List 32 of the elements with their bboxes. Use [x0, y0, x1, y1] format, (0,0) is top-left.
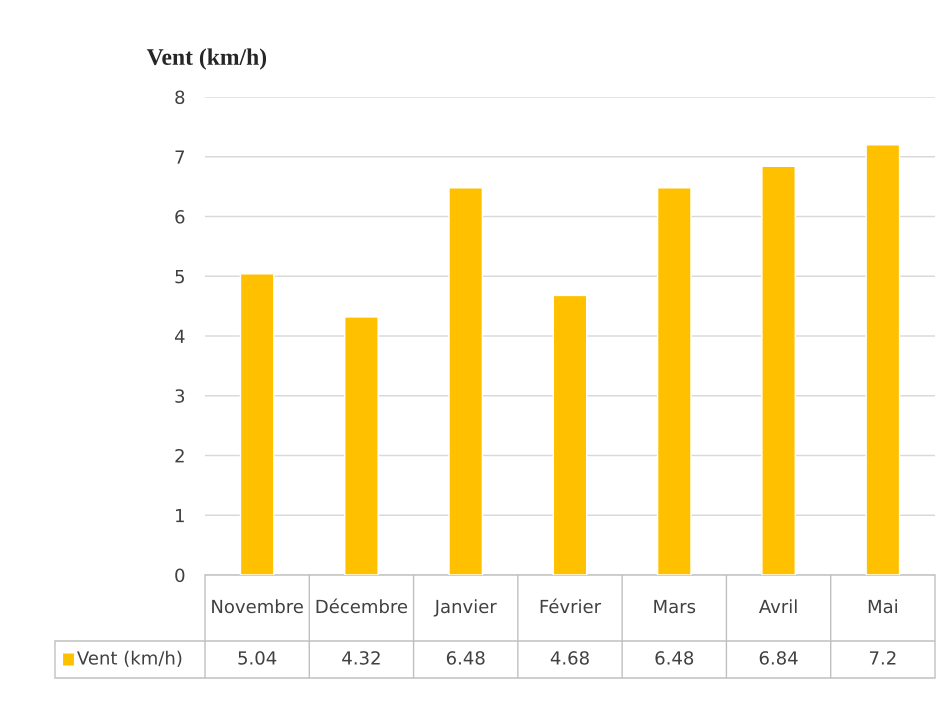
y-tick-label: 2	[175, 448, 184, 462]
bar	[240, 273, 275, 575]
bar	[448, 187, 484, 575]
x-tick-label: Mars	[654, 600, 696, 614]
chart-title: Vent (km/h)	[146, 48, 266, 70]
x-tick-label: Janvier	[434, 599, 497, 617]
y-tick-label: 4	[174, 330, 185, 343]
data-label: 6.48	[655, 651, 694, 665]
data-label: 7.2	[870, 651, 896, 664]
y-tick-label: 1	[176, 508, 184, 522]
bar	[344, 316, 379, 575]
x-tick-label: Novembre	[212, 599, 303, 614]
x-tick-label: Décembre	[316, 598, 408, 614]
data-label: 4.32	[342, 651, 380, 665]
bar	[865, 144, 900, 575]
bar	[761, 166, 796, 575]
y-tick-label: 5	[175, 270, 184, 284]
legend-label: Vent (km/h)	[77, 650, 182, 667]
x-tick-label: Avril	[758, 599, 797, 613]
y-tick-label: 0	[175, 568, 184, 582]
y-tick-label: 6	[175, 210, 184, 224]
bar	[552, 294, 588, 575]
y-tick-label: 3	[175, 389, 184, 403]
data-label: 5.04	[238, 651, 276, 665]
data-label: 6.48	[446, 651, 485, 665]
bar	[656, 187, 692, 575]
y-tick-label: 8	[175, 90, 184, 104]
y-tick-label: 7	[176, 150, 184, 164]
x-tick-label: Février	[540, 598, 602, 614]
data-label: 4.68	[550, 651, 589, 665]
x-tick-label: Mai	[868, 599, 897, 614]
data-label: 6.84	[760, 651, 798, 665]
